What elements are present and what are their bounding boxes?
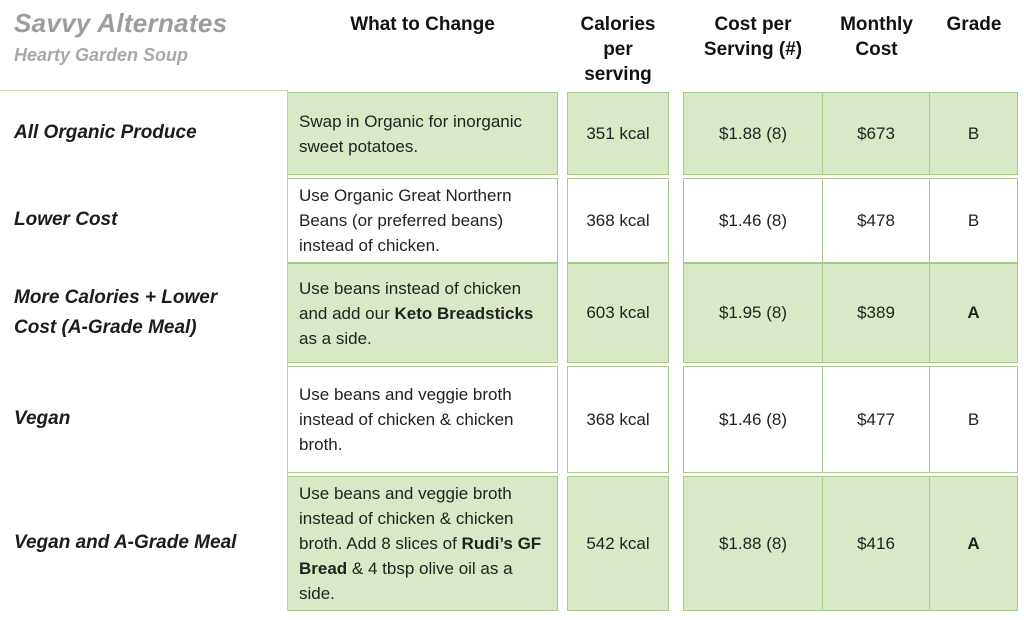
gutter	[558, 476, 567, 611]
change-cell: Use Organic Great Northern Beans (or pre…	[287, 178, 558, 263]
row-label: Lower Cost	[14, 209, 118, 231]
calories-cell: 542 kcal	[567, 476, 669, 611]
column-header-what-to-change: What to Change	[350, 14, 495, 35]
calories-cell: 368 kcal	[567, 366, 669, 473]
table-body: All Organic Produce Swap in Organic for …	[0, 92, 1024, 611]
table-row: More Calories + Lower Cost (A-Grade Meal…	[0, 263, 1024, 363]
gutter	[669, 178, 683, 263]
gutter	[669, 263, 683, 363]
calories-cell: 368 kcal	[567, 178, 669, 263]
gutter	[669, 476, 683, 611]
row-label: Vegan and A-Grade Meal	[14, 532, 237, 554]
cost-per-serving-cell: $1.95 (8)	[683, 263, 823, 363]
gutter	[1018, 92, 1024, 175]
monthly-cost-cell: $673	[823, 92, 930, 175]
grade-cell: A	[930, 263, 1018, 363]
cost-per-serving-cell: $1.46 (8)	[683, 178, 823, 263]
gutter	[1018, 366, 1024, 473]
gutter	[558, 263, 567, 363]
gutter	[558, 178, 567, 263]
change-cell: Use beans instead of chicken and add our…	[287, 263, 558, 363]
gutter	[1018, 476, 1024, 611]
table-header: Savvy Alternates Hearty Garden Soup What…	[0, 0, 1024, 92]
table-row: All Organic Produce Swap in Organic for …	[0, 92, 1024, 175]
column-header-grade: Grade	[946, 14, 1002, 35]
monthly-cost-cell: $477	[823, 366, 930, 473]
table-row: Vegan and A-Grade Meal Use beans and veg…	[0, 476, 1024, 611]
column-header-cost-per-serving: Cost per Serving (#)	[703, 14, 803, 61]
label-column-divider	[287, 90, 288, 611]
monthly-cost-cell: $416	[823, 476, 930, 611]
gutter	[669, 366, 683, 473]
gutter	[558, 366, 567, 473]
page-subtitle: Hearty Garden Soup	[14, 45, 189, 66]
gutter	[1018, 178, 1024, 263]
cost-per-serving-cell: $1.88 (8)	[683, 476, 823, 611]
row-label: Vegan	[14, 408, 71, 430]
table-row: Lower Cost Use Organic Great Northern Be…	[0, 178, 1024, 263]
gutter	[558, 92, 567, 175]
monthly-cost-cell: $389	[823, 263, 930, 363]
calories-cell: 603 kcal	[567, 263, 669, 363]
gutter	[669, 92, 683, 175]
grade-cell: B	[930, 178, 1018, 263]
grade-cell: B	[930, 366, 1018, 473]
gutter	[1018, 263, 1024, 363]
grade-cell: B	[930, 92, 1018, 175]
column-header-calories: Calories per serving	[580, 14, 656, 86]
row-label: All Organic Produce	[14, 122, 197, 144]
monthly-cost-cell: $478	[823, 178, 930, 263]
grade-cell: A	[930, 476, 1018, 611]
change-cell: Use beans and veggie broth instead of ch…	[287, 366, 558, 473]
page-title: Savvy Alternates	[14, 8, 228, 38]
header-rule	[0, 90, 288, 91]
row-label: More Calories + Lower Cost (A-Grade Meal…	[14, 286, 218, 338]
title-block: Savvy Alternates Hearty Garden Soup	[0, 0, 287, 66]
change-cell: Use beans and veggie broth instead of ch…	[287, 476, 558, 611]
cost-per-serving-cell: $1.88 (8)	[683, 92, 823, 175]
change-cell: Swap in Organic for inorganic sweet pota…	[287, 92, 558, 175]
calories-cell: 351 kcal	[567, 92, 669, 175]
table-row: Vegan Use beans and veggie broth instead…	[0, 366, 1024, 473]
cost-per-serving-cell: $1.46 (8)	[683, 366, 823, 473]
column-header-monthly-cost: Monthly Cost	[840, 14, 913, 61]
